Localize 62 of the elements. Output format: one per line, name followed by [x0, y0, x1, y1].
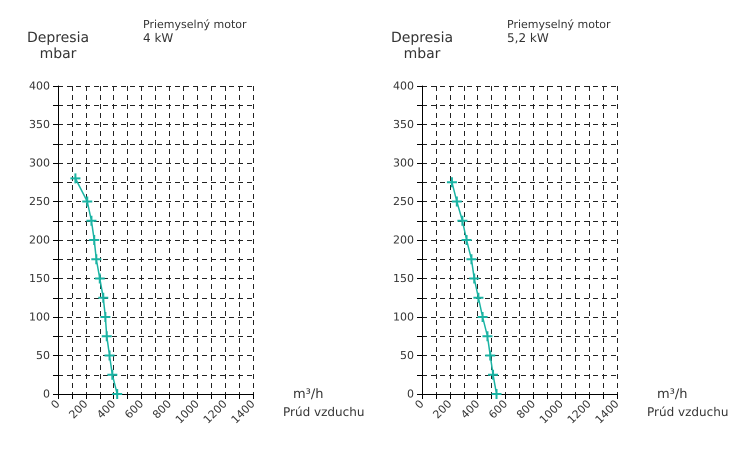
- point: [446, 177, 457, 188]
- point: [485, 350, 496, 360]
- y-tick-label: 100: [29, 310, 50, 324]
- x-tick-label: 600: [122, 397, 146, 422]
- point: [466, 254, 476, 264]
- y-tick-label: 300: [29, 156, 50, 170]
- x-tick-label: 0: [412, 397, 427, 412]
- point: [91, 254, 102, 264]
- chart-title: Priemyselný motor: [143, 18, 248, 31]
- point: [100, 312, 110, 322]
- text: Prúd vzduchu: [283, 405, 364, 419]
- y-tick-label: 150: [29, 272, 50, 285]
- y-tick-label: 350: [393, 118, 414, 131]
- x-tick-label: 400: [458, 397, 482, 422]
- x-tick-label: 200: [430, 397, 454, 422]
- y-tick-label: 0: [407, 388, 414, 400]
- point: [462, 235, 472, 245]
- y-tick-label: 250: [393, 195, 414, 208]
- point: [94, 274, 105, 284]
- chart-subtitle: 5,2 kW: [507, 31, 549, 45]
- point: [98, 292, 108, 303]
- y-tick-label: 100: [393, 310, 414, 324]
- y-tick-label: 400: [29, 80, 50, 92]
- point: [457, 216, 468, 226]
- y-axis-title: Depresia mbar: [390, 30, 454, 62]
- x-tick-label: 400: [94, 397, 118, 422]
- point: [107, 370, 118, 380]
- y-tick-label: 50: [400, 349, 414, 362]
- point: [104, 350, 115, 360]
- y-tick-label: 300: [393, 156, 414, 170]
- x-tick-label: 600: [486, 397, 510, 422]
- y-tick-label: 150: [393, 272, 414, 285]
- point: [452, 196, 462, 206]
- y-tick-label: 0: [43, 388, 50, 400]
- x-axis-title: m³/h: [657, 387, 688, 402]
- point: [492, 389, 502, 399]
- point: [469, 274, 480, 284]
- y-tick-label: 50: [36, 349, 50, 362]
- point: [102, 331, 112, 342]
- point: [86, 216, 96, 226]
- point: [82, 196, 92, 206]
- y-tick-label: 250: [29, 195, 50, 208]
- point: [89, 235, 100, 245]
- point: [70, 173, 80, 184]
- point: [112, 389, 122, 399]
- x-tick-label: 800: [514, 397, 538, 422]
- y-tick-label: 200: [393, 234, 414, 246]
- y-tick-label: 350: [29, 118, 50, 131]
- x-tick-label: 800: [150, 397, 174, 422]
- point: [473, 292, 484, 303]
- point: [482, 331, 492, 342]
- point: [488, 370, 498, 380]
- y-axis-title: Depresia mbar: [26, 30, 90, 62]
- x-axis-title: m³/h: [293, 387, 324, 402]
- x-tick-label: 0: [48, 397, 63, 412]
- text: Prúd vzduchu: [647, 405, 728, 419]
- y-tick-label: 400: [393, 80, 414, 92]
- y-tick-label: 200: [29, 234, 50, 246]
- point: [478, 312, 488, 322]
- x-tick-label: 200: [66, 397, 90, 422]
- chart-subtitle: 4 kW: [143, 31, 174, 45]
- chart-title: Priemyselný motor: [507, 18, 612, 31]
